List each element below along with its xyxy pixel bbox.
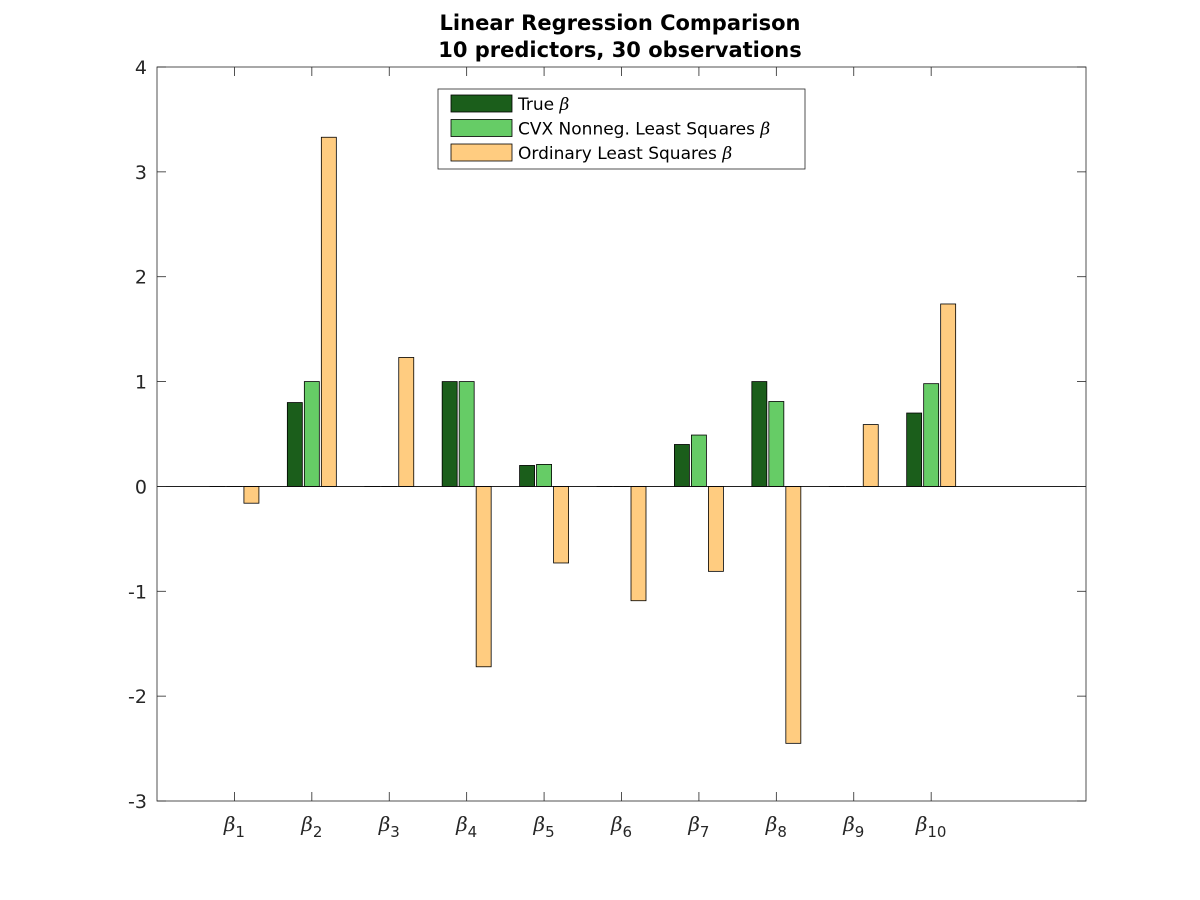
bar-3-1 bbox=[243, 486, 260, 504]
legend-swatch-1 bbox=[450, 94, 513, 113]
bar-3-5 bbox=[553, 486, 569, 564]
bar-1-5 bbox=[519, 465, 535, 487]
bar-1-8 bbox=[751, 381, 768, 487]
x-category-label-4: β4 bbox=[455, 812, 477, 841]
bars-layer bbox=[209, 136, 957, 744]
legend-swatch-2 bbox=[450, 119, 513, 137]
bar-1-4 bbox=[441, 381, 458, 487]
x-category-label-7: β7 bbox=[687, 812, 709, 841]
legend: True β CVX Nonneg. Least Squares β Ordinar… bbox=[437, 88, 806, 170]
y-tick-label-4: 1 bbox=[135, 372, 147, 394]
bar-3-8 bbox=[785, 486, 802, 744]
bar-3-9 bbox=[862, 424, 879, 487]
legend-label-1: True β bbox=[517, 95, 570, 115]
bar-2-2 bbox=[303, 381, 320, 487]
bar-2-5 bbox=[536, 464, 552, 487]
y-tick-label-7: 4 bbox=[135, 57, 147, 79]
x-category-label-5: β5 bbox=[533, 812, 555, 841]
chart-title: Linear Regression Comparison 10 predicto… bbox=[438, 11, 802, 62]
x-category-label-10: β10 bbox=[915, 812, 947, 841]
legend-swatch-3 bbox=[450, 143, 513, 162]
chart-title-line-2: 10 predictors, 30 observations bbox=[438, 38, 802, 62]
x-category-label-6: β6 bbox=[610, 812, 632, 841]
bar-1-2 bbox=[286, 402, 303, 487]
y-tick-label-1: -2 bbox=[128, 686, 147, 708]
x-category-label-1: β1 bbox=[223, 812, 245, 841]
bar-2-7 bbox=[691, 434, 707, 487]
bar-2-4 bbox=[458, 381, 475, 487]
bar-3-4 bbox=[475, 486, 492, 668]
bar-3-2 bbox=[320, 136, 337, 487]
bar-2-8 bbox=[768, 401, 785, 487]
bar-1-10 bbox=[906, 412, 923, 487]
chart-title-line-1: Linear Regression Comparison bbox=[440, 11, 801, 35]
x-category-label-2: β2 bbox=[300, 812, 322, 841]
bar-3-6 bbox=[630, 486, 647, 602]
y-tick-label-2: -1 bbox=[128, 581, 147, 603]
bar-3-7 bbox=[708, 486, 724, 572]
x-category-label-9: β9 bbox=[842, 812, 864, 841]
y-tick-label-5: 2 bbox=[135, 267, 147, 289]
bar-3-10 bbox=[940, 303, 957, 487]
x-category-label-3: β3 bbox=[378, 812, 400, 841]
legend-label-2: CVX Nonneg. Least Squares β bbox=[518, 120, 770, 140]
y-tick-label-0: -3 bbox=[128, 791, 147, 813]
legend-label-3: Ordinary Least Squares β bbox=[518, 144, 732, 164]
y-tick-label-6: 3 bbox=[135, 162, 147, 184]
x-category-label-8: β8 bbox=[765, 812, 787, 841]
bar-1-7 bbox=[674, 444, 690, 487]
bar-2-10 bbox=[923, 383, 940, 487]
y-tick-label-3: 0 bbox=[135, 476, 147, 498]
axes-layer: -3 -2 -1 0 1 2 3 4 β1 β2 β3 β4 β5 β6 β7 β8 β9 β10 bbox=[128, 57, 1087, 841]
bar-3-3 bbox=[398, 357, 415, 487]
